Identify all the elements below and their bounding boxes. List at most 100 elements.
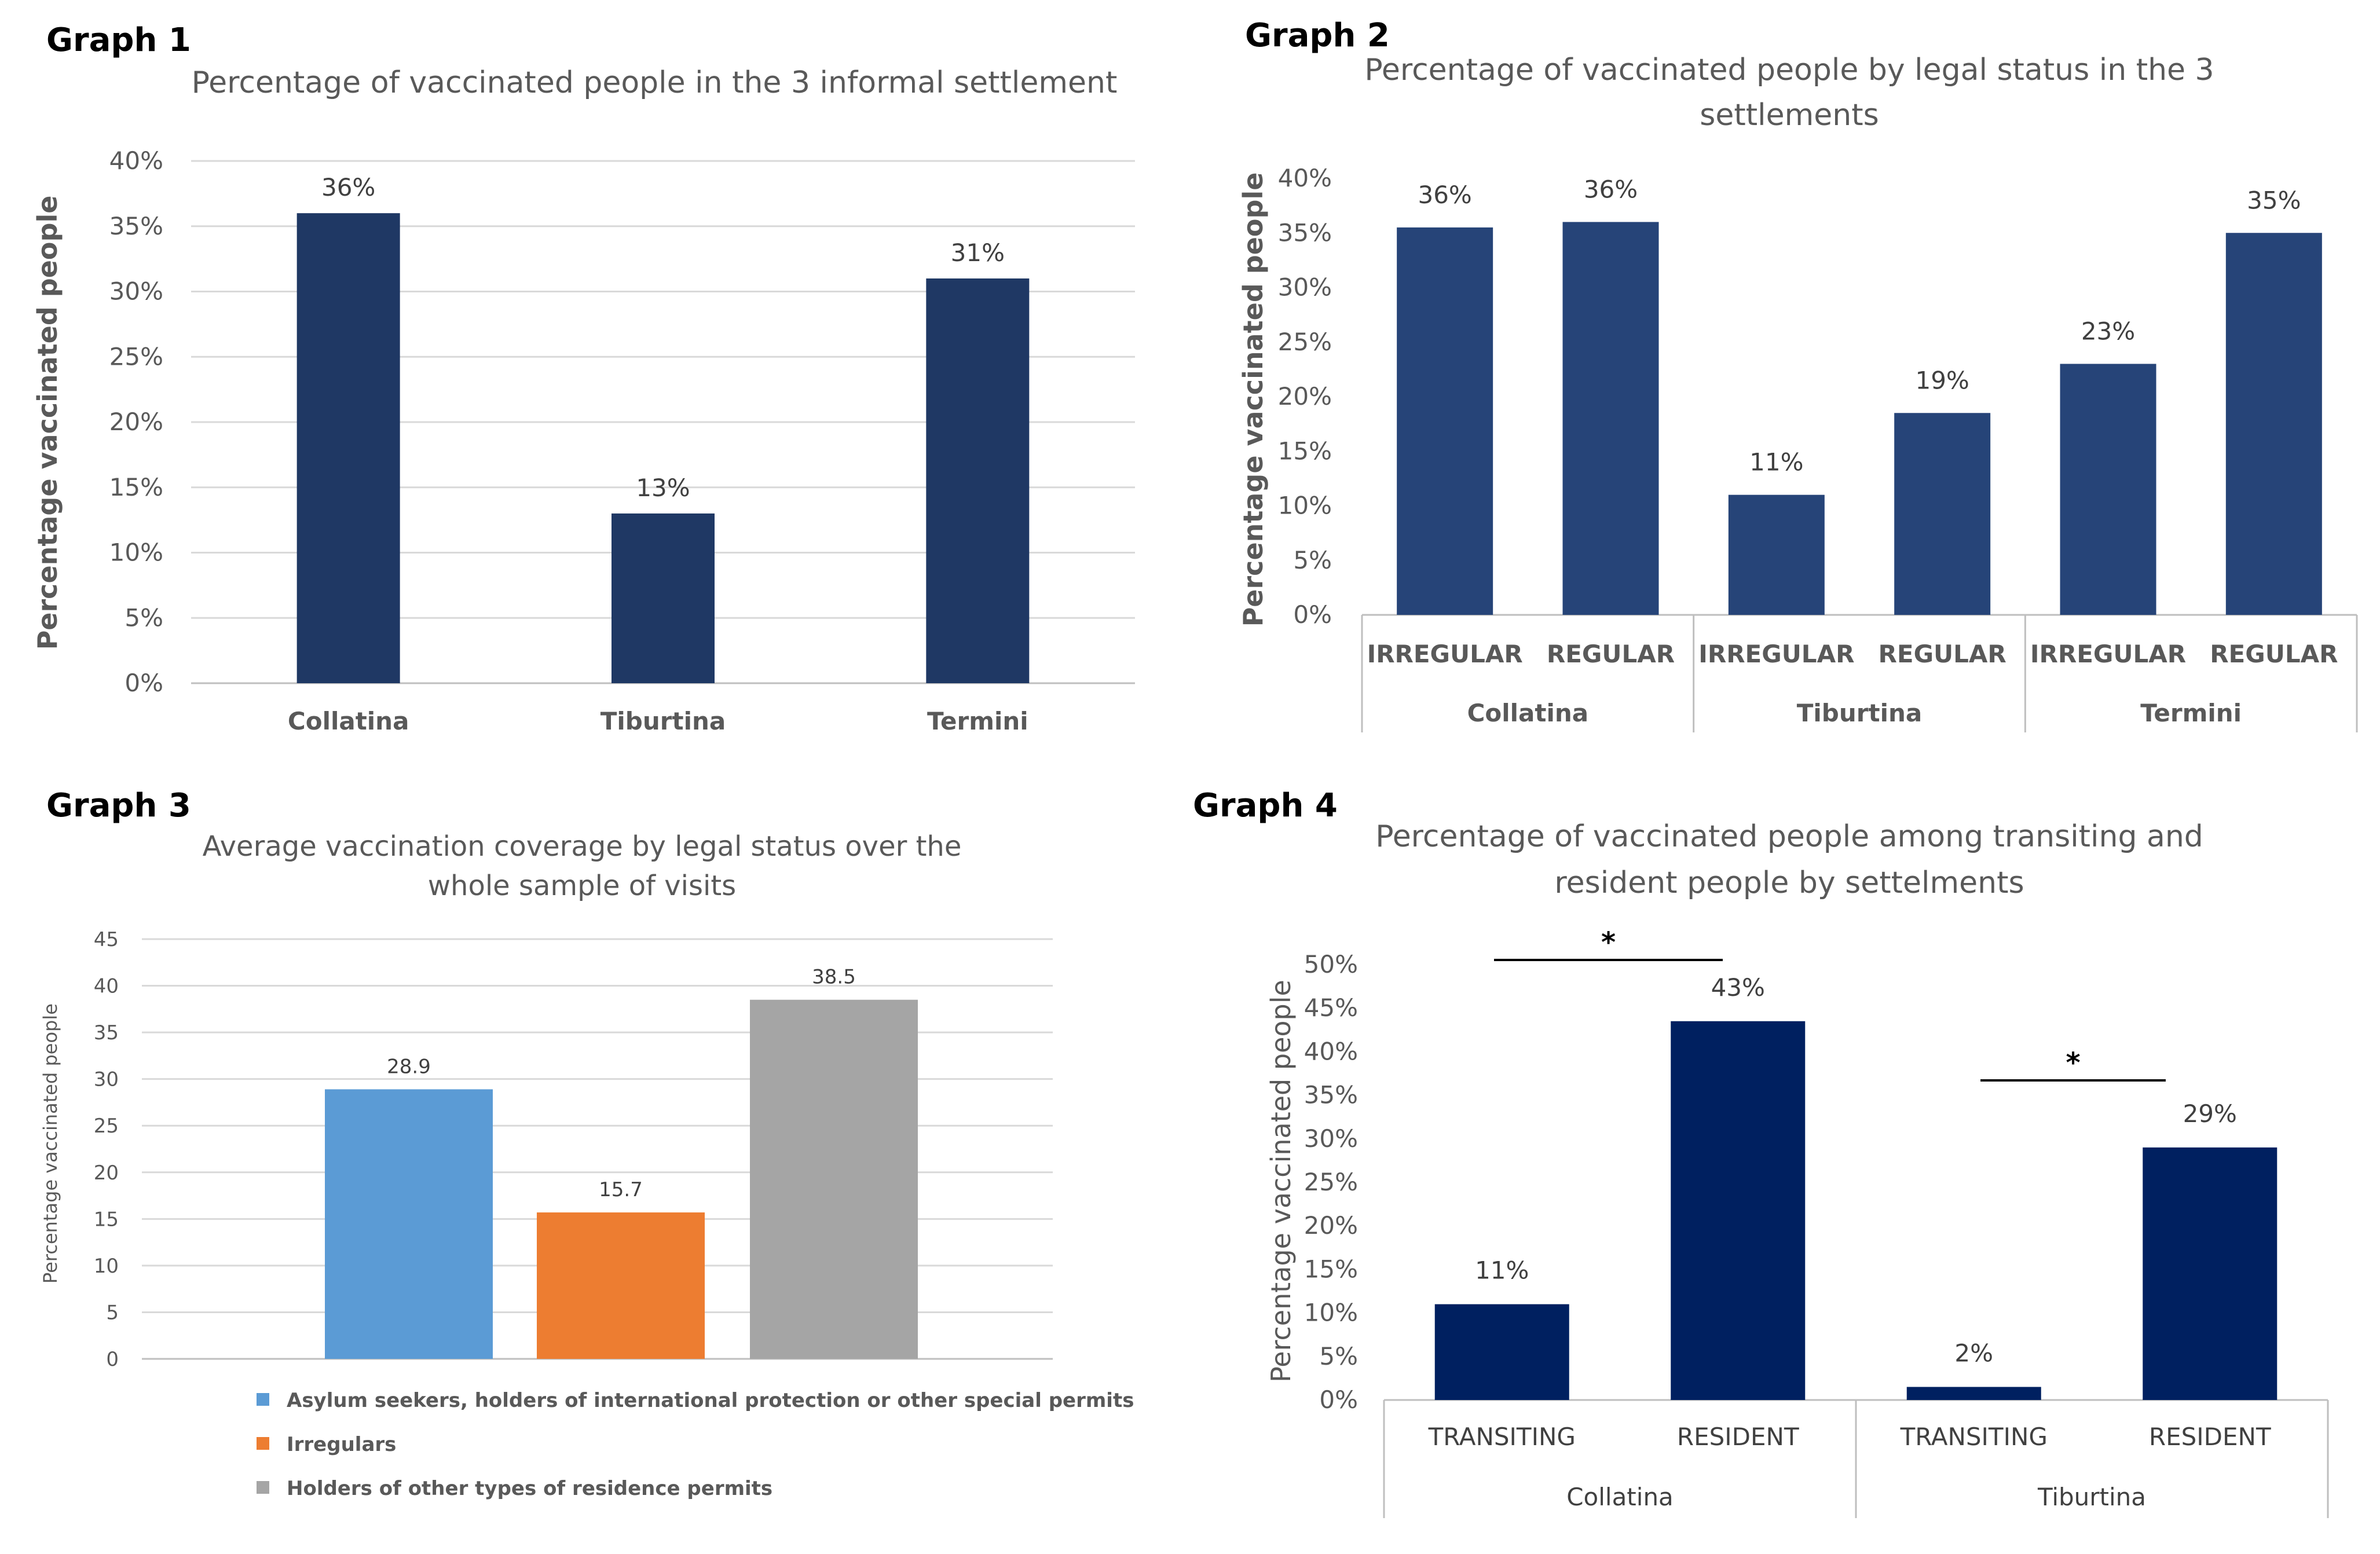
graph2-data-label: 36% [1584, 175, 1638, 203]
graph3-legend-label: Asylum seekers, holders of international… [287, 1389, 1134, 1412]
graph1-ytick: 0% [125, 669, 163, 697]
graph1-bar [612, 513, 715, 683]
graph3-legend-label: Holders of other types of residence perm… [287, 1477, 772, 1500]
graph4-category-label: TRANSITING [1428, 1423, 1576, 1451]
graph4-data-label: 2% [1954, 1339, 1993, 1367]
graph4-ylabel: Percentage vaccinated people [1265, 980, 1297, 1383]
graph2-category-label: IRREGULAR [2030, 640, 2186, 668]
graph2-bar [2060, 364, 2156, 615]
graph2-ytick: 0% [1293, 600, 1332, 629]
graph2-ytick: 5% [1293, 546, 1332, 574]
graph4-significance-mark: * [1601, 926, 1616, 959]
graph2-data-label: 36% [1418, 181, 1471, 209]
graph1-ytick: 35% [109, 212, 163, 240]
graph2-data-label: 23% [2081, 317, 2135, 345]
graph4-category-label: RESIDENT [1677, 1423, 1799, 1451]
graph2-bar [1728, 494, 1825, 615]
graph1-ytick: 40% [109, 146, 163, 175]
graph3-bar [750, 999, 918, 1359]
graph2-panel-label: Graph 2 [1245, 17, 1390, 54]
graph4-ytick: 50% [1304, 950, 1358, 978]
graph2-ylabel: Percentage vaccinated people [1237, 173, 1269, 627]
graph3-title-line2: whole sample of visits [428, 870, 736, 902]
graph2-group-label: Tiburtina [1797, 699, 1922, 727]
graph2-ytick: 40% [1278, 164, 1332, 192]
graph4-group-label: Tiburtina [2037, 1483, 2146, 1511]
graph4-bar [1671, 1021, 1806, 1400]
graph3-ytick: 35 [94, 1021, 119, 1044]
graph1-data-label: 13% [636, 474, 690, 502]
graph3-ytick: 15 [94, 1208, 119, 1231]
graph2-bar [2225, 233, 2322, 615]
graph4-ytick: 40% [1304, 1037, 1358, 1065]
graph3-data-label: 28.9 [387, 1055, 431, 1078]
graph4-title-line2: resident people by settelments [1554, 866, 2024, 900]
graph1-ytick: 30% [109, 277, 163, 306]
graph3-bar [325, 1089, 493, 1359]
graph1-category-label: Tiburtina [601, 707, 726, 735]
graph3-ytick: 40 [94, 975, 119, 998]
graph1-ytick: 20% [109, 408, 163, 436]
graph1-bar [926, 278, 1030, 683]
graph3-ytick: 5 [106, 1301, 119, 1324]
graph4-bar [1906, 1387, 2041, 1400]
graph1-bar [296, 213, 400, 683]
graph4-title: Percentage of vaccinated people among tr… [1375, 819, 2203, 854]
graph1-ytick: 10% [109, 538, 163, 567]
graph1-title: Percentage of vaccinated people in the 3… [192, 65, 1118, 100]
graph3-ytick: 10 [94, 1255, 119, 1278]
graph4-category-label: TRANSITING [1900, 1423, 2048, 1451]
graph3-legend-swatch [257, 1481, 269, 1494]
graph2-category-label: REGULAR [1547, 640, 1675, 668]
graph3-data-label: 38.5 [812, 966, 856, 989]
graph4-data-label: 11% [1475, 1256, 1529, 1285]
graph2-data-label: 19% [1915, 366, 1969, 394]
graph1-ytick: 15% [109, 473, 163, 501]
graph3-ytick: 20 [94, 1161, 119, 1185]
graph1-data-label: 31% [951, 239, 1005, 267]
graph2-category-label: IRREGULAR [1698, 640, 1854, 668]
graph3-legend-swatch [257, 1437, 269, 1450]
graph2-data-label: 35% [2247, 186, 2301, 214]
graph2-data-label: 11% [1749, 448, 1803, 477]
graph1-ylabel: Percentage vaccinated people [32, 196, 63, 650]
graph2-ytick: 35% [1278, 218, 1332, 247]
graph3-title: Average vaccination coverage by legal st… [203, 830, 962, 863]
graph4-ytick: 35% [1304, 1081, 1358, 1109]
graph1-data-label: 36% [321, 173, 375, 201]
graph3-ytick: 30 [94, 1068, 119, 1091]
graph2-ytick: 15% [1278, 437, 1332, 465]
graph4-panel-label: Graph 4 [1193, 787, 1338, 824]
graph2-ytick: 30% [1278, 273, 1332, 302]
graph2-group-label: Collatina [1467, 699, 1589, 727]
graph2-category-label: REGULAR [1879, 640, 2006, 668]
graph4-ytick: 15% [1304, 1255, 1358, 1283]
graph2-title: Percentage of vaccinated people by legal… [1364, 53, 2214, 87]
graph2-bar [1562, 222, 1659, 615]
graph2-bar [1397, 227, 1493, 615]
graph2-ytick: 25% [1278, 328, 1332, 356]
graph1-panel-label: Graph 1 [46, 21, 191, 59]
graph4-ytick: 10% [1304, 1299, 1358, 1327]
graph2-category-label: IRREGULAR [1367, 640, 1523, 668]
graph3-panel-label: Graph 3 [46, 787, 191, 824]
graph1-category-label: Termini [927, 707, 1028, 735]
graph4-data-label: 29% [2183, 1099, 2237, 1128]
graph4-bar [1434, 1304, 1569, 1400]
graph1-category-label: Collatina [288, 707, 409, 735]
graph4-bar [2143, 1147, 2278, 1400]
graph3-ytick: 25 [94, 1115, 119, 1138]
graph3-legend-label: Irregulars [287, 1433, 396, 1456]
graph4-ytick: 30% [1304, 1124, 1358, 1153]
graph2-bar [1894, 413, 1991, 615]
graph4-ytick: 25% [1304, 1168, 1358, 1196]
graph3-data-label: 15.7 [599, 1178, 643, 1201]
graph2-ytick: 20% [1278, 382, 1332, 411]
graph4-ytick: 0% [1319, 1386, 1358, 1414]
graph1-ytick: 5% [125, 603, 163, 632]
graph1-ytick: 25% [109, 342, 163, 371]
graph3-bar [537, 1212, 705, 1359]
graph4-data-label: 43% [1711, 973, 1765, 1002]
graph4-significance-mark: * [2066, 1047, 2080, 1079]
